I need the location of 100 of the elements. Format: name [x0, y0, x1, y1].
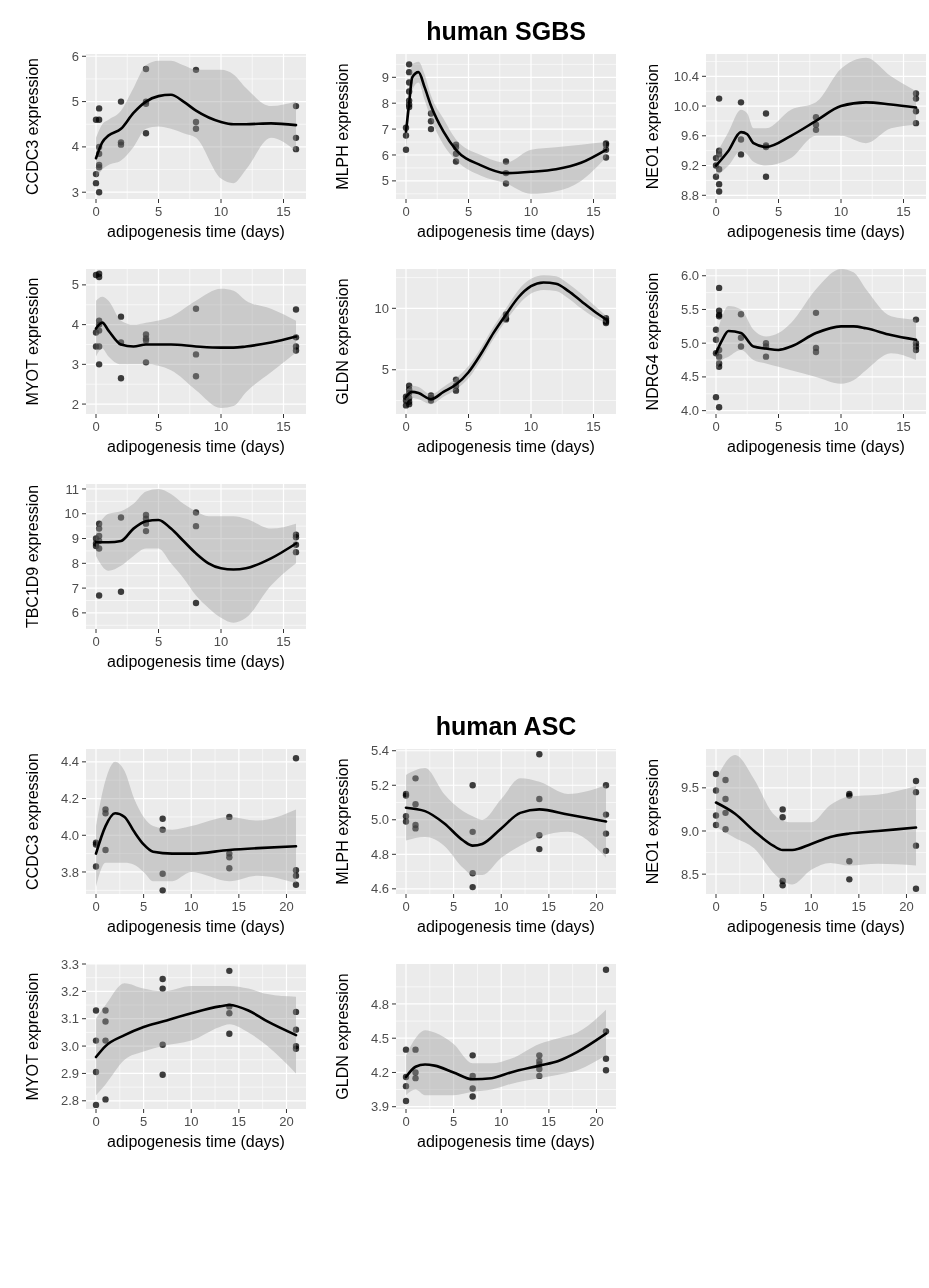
y-axis-title: CCDC3 expression: [24, 58, 41, 195]
y-tick-label: 2.9: [60, 1065, 79, 1081]
x-tick-label: 10: [833, 204, 849, 219]
y-tick-label: 5.0: [680, 335, 699, 351]
x-tick-label: 15: [231, 1114, 247, 1129]
y-tick-label: 10.0: [673, 98, 699, 114]
x-tick-label: 5: [154, 419, 163, 434]
y-tick-label: 7: [71, 580, 79, 596]
y-axis-title: GLDN expression: [334, 278, 351, 405]
x-tick-label: 5: [450, 899, 458, 914]
x-tick-label: 5: [774, 419, 783, 434]
y-tick-label: 5: [381, 173, 389, 189]
x-tick-label: 5: [450, 1114, 458, 1129]
y-tick-label: 9.0: [680, 823, 699, 839]
y-tick-label: 4: [71, 317, 79, 333]
x-axis-title: adipogenesis time (days): [107, 438, 285, 455]
y-tick-label: 5.2: [370, 777, 389, 793]
x-tick-label: 10: [213, 634, 229, 649]
y-axis-title: NEO1 expression: [644, 758, 661, 885]
y-tick-label: 7: [381, 121, 389, 137]
y-tick-label: 5: [71, 277, 79, 293]
x-axis-title: adipogenesis time (days): [107, 918, 285, 935]
y-tick-label: 4.5: [370, 1030, 389, 1046]
x-tick-label: 10: [494, 1114, 509, 1129]
x-axis-title: adipogenesis time (days): [417, 1133, 595, 1150]
x-axis-title: adipogenesis time (days): [727, 438, 905, 455]
y-tick-label: 6: [381, 147, 389, 163]
y-tick-label: 3.8: [60, 864, 79, 880]
y-tick-label: 9.5: [680, 780, 699, 796]
x-tick-label: 0: [92, 419, 100, 434]
y-tick-label: 9: [71, 531, 79, 547]
y-tick-label: 3.2: [60, 983, 79, 999]
y-tick-label: 8: [71, 555, 79, 571]
y-tick-label: 4.2: [370, 1065, 389, 1081]
y-tick-label: 9.6: [680, 128, 699, 144]
y-tick-label: 5.4: [370, 743, 389, 759]
x-tick-label: 15: [541, 1114, 557, 1129]
y-tick-label: 5.5: [680, 302, 699, 318]
y-tick-label: 10: [64, 506, 79, 522]
y-tick-label: 3: [71, 356, 79, 372]
y-tick-label: 4.5: [680, 369, 699, 385]
x-tick-label: 10: [213, 419, 229, 434]
x-tick-label: 10: [523, 204, 539, 219]
x-tick-label: 0: [712, 204, 720, 219]
y-axis-title: MYOT expression: [24, 277, 41, 406]
y-tick-label: 6: [71, 605, 79, 621]
y-tick-label: 9.2: [680, 158, 699, 174]
x-tick-label: 15: [586, 204, 601, 219]
x-tick-label: 5: [774, 204, 783, 219]
y-tick-label: 6.0: [680, 268, 699, 284]
x-tick-label: 15: [276, 204, 291, 219]
x-tick-label: 5: [140, 899, 148, 914]
x-axis-title: adipogenesis time (days): [107, 223, 285, 240]
x-axis-title: adipogenesis time (days): [417, 438, 595, 455]
x-tick-label: 10: [213, 204, 229, 219]
x-tick-label: 5: [464, 204, 473, 219]
x-tick-label: 20: [279, 1114, 294, 1129]
y-tick-label: 3.1: [60, 1011, 79, 1027]
y-tick-label: 10: [374, 300, 389, 316]
x-axis-title: adipogenesis time (days): [727, 223, 905, 240]
x-tick-label: 15: [586, 419, 601, 434]
y-axis-title: NDRG4 expression: [644, 272, 661, 411]
x-tick-label: 15: [276, 634, 291, 649]
x-tick-label: 5: [464, 419, 473, 434]
x-tick-label: 5: [154, 634, 163, 649]
y-axis-title: TBC1D9 expression: [24, 484, 41, 629]
x-tick-label: 0: [402, 204, 410, 219]
y-tick-label: 10.4: [673, 68, 699, 84]
x-tick-label: 20: [899, 899, 914, 914]
x-tick-label: 0: [402, 899, 410, 914]
y-tick-label: 4.2: [60, 791, 79, 807]
x-tick-label: 0: [92, 204, 100, 219]
y-axis-title: CCDC3 expression: [24, 753, 41, 890]
x-tick-label: 20: [279, 899, 294, 914]
y-tick-label: 4.4: [60, 754, 79, 770]
x-axis-title: adipogenesis time (days): [107, 1133, 285, 1150]
y-axis-title: NEO1 expression: [644, 63, 661, 190]
x-tick-label: 0: [712, 899, 720, 914]
y-axis-title: MLPH expression: [334, 758, 351, 885]
y-tick-label: 3.9: [370, 1099, 389, 1115]
y-tick-label: 4.8: [370, 846, 389, 862]
x-tick-label: 10: [523, 419, 539, 434]
y-tick-label: 9: [381, 69, 389, 85]
y-tick-label: 4.0: [680, 403, 699, 419]
x-tick-label: 15: [276, 419, 291, 434]
x-tick-label: 15: [231, 899, 247, 914]
x-axis-title: adipogenesis time (days): [727, 918, 905, 935]
y-axis-title: GLDN expression: [334, 973, 351, 1100]
x-tick-label: 15: [896, 419, 911, 434]
x-tick-label: 10: [804, 899, 819, 914]
y-tick-label: 4.8: [370, 996, 389, 1012]
y-tick-label: 4.0: [60, 827, 79, 843]
x-tick-label: 0: [92, 634, 100, 649]
x-tick-label: 10: [833, 419, 849, 434]
x-tick-label: 15: [896, 204, 911, 219]
x-tick-label: 15: [851, 899, 867, 914]
x-tick-label: 10: [494, 899, 509, 914]
y-tick-label: 3.3: [60, 956, 79, 972]
y-tick-label: 4.6: [370, 881, 389, 897]
x-tick-label: 5: [760, 899, 768, 914]
